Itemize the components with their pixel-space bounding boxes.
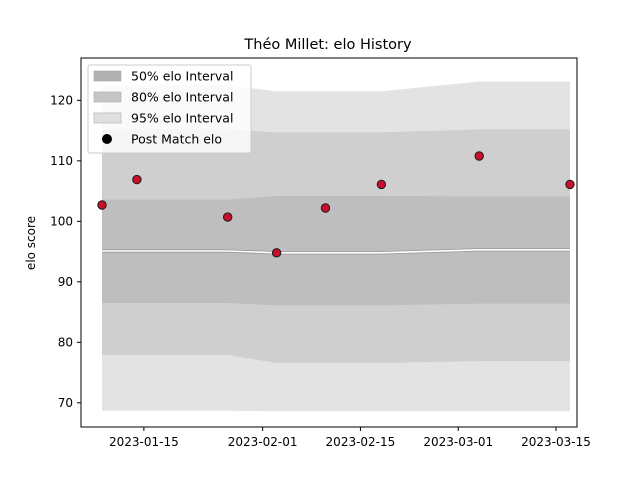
data-points <box>97 151 575 258</box>
legend-label: 80% elo Interval <box>131 90 233 105</box>
x-tick-label: 2023-03-01 <box>423 435 493 449</box>
y-tick-label: 120 <box>50 93 73 107</box>
y-axis-label: elo score <box>24 216 38 270</box>
data-point <box>132 174 142 185</box>
legend-label: 50% elo Interval <box>131 69 233 84</box>
band-50-elo-interval <box>102 195 570 306</box>
legend-swatch <box>93 91 122 103</box>
x-axis: 2023-01-15 2023-02-01 2023-02-15 2023-03-01… <box>109 427 591 449</box>
data-point <box>223 212 233 222</box>
legend-swatch <box>93 70 122 82</box>
data-point <box>474 151 484 161</box>
x-tick-label: 2023-01-15 <box>109 435 179 449</box>
data-point <box>376 179 387 190</box>
data-point <box>320 203 331 213</box>
legend-box <box>87 64 252 154</box>
confidence-bands <box>102 81 570 412</box>
y-axis: 70 80 90 100 110 120 <box>50 93 81 410</box>
legend-label: 95% elo Interval <box>131 111 233 126</box>
y-tick-label: 100 <box>50 214 73 228</box>
y-tick-label: 90 <box>58 275 73 289</box>
legend-swatch <box>93 112 122 124</box>
legend-marker <box>102 134 112 144</box>
chart-title: Théo Millet: elo History <box>243 37 412 53</box>
legend-label: Post Match elo <box>131 132 222 147</box>
mean-line <box>102 249 570 254</box>
legend: 50% elo Interval 80% elo Interval 95% elo … <box>87 64 252 154</box>
y-tick-label: 110 <box>50 154 73 168</box>
data-point <box>97 200 107 210</box>
x-tick-label: 2023-03-15 <box>521 435 591 449</box>
data-point <box>565 179 575 190</box>
y-tick-label: 80 <box>58 335 73 349</box>
data-point <box>271 248 282 258</box>
plot-frame <box>80 57 578 428</box>
x-tick-label: 2023-02-15 <box>326 435 396 449</box>
y-tick-label: 70 <box>58 396 73 410</box>
x-tick-label: 2023-02-01 <box>228 435 298 449</box>
mean-line-layer <box>102 248 570 255</box>
